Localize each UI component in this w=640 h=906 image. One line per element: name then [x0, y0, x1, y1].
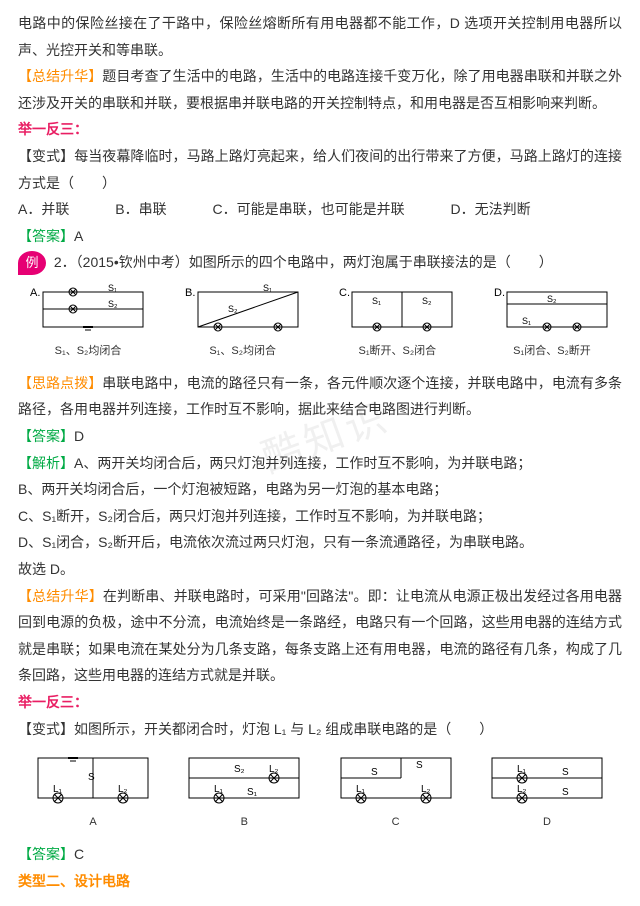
- circuit-c-svg: C. S₁ S₂: [337, 284, 457, 339]
- circuit2-a-svg: L₁ L₂ S: [28, 750, 158, 810]
- svg-text:S₁: S₁: [108, 284, 117, 293]
- variant2-text: 如图所示，开关都闭合时，灯泡 L₁ 与 L₂ 组成串联电路的是（ ）: [74, 721, 493, 737]
- svg-text:D.: D.: [494, 287, 505, 299]
- svg-text:S₁: S₁: [522, 316, 531, 326]
- opt-b: B．串联: [115, 201, 166, 217]
- hint-label: 【思路点拨】: [18, 375, 102, 391]
- circuit2-b-svg: S₂ S₁ L₁ L₂: [179, 750, 309, 810]
- options-1: A．并联 B．串联 C．可能是串联，也可能是并联 D．无法判断: [18, 196, 622, 223]
- type-label: 类型二、设计电路: [18, 868, 622, 895]
- circuit2-c-svg: S S L₁ L₂: [331, 750, 461, 810]
- summary-2: 【总结升华】在判断串、并联电路时，可采用"回路法"。即：让电流从电源正极出发经过…: [18, 583, 622, 689]
- opt-a: A．并联: [18, 201, 69, 217]
- ans2-val: D: [74, 428, 84, 444]
- circuit-b-svg: B. S₁ S₂: [183, 284, 303, 339]
- question-2: 例 2．（2015•钦州中考）如图所示的四个电路中，两灯泡属于串联接法的是（ ）: [18, 249, 622, 276]
- svg-text:B.: B.: [185, 287, 195, 299]
- variant1-label: 【变式】: [18, 148, 74, 164]
- circuit-row-2: L₁ L₂ S A S₂ S₁ L₁ L₂ B S S L₁: [18, 750, 622, 833]
- summary2-text: 在判断串、并联电路时，可采用"回路法"。即：让电流从电源正极出发经过各用电器回到…: [18, 588, 622, 684]
- svg-text:S₁: S₁: [372, 296, 381, 306]
- answer-1: 【答案】A: [18, 223, 622, 250]
- variant-2: 【变式】如图所示，开关都闭合时，灯泡 L₁ 与 L₂ 组成串联电路的是（ ）: [18, 716, 622, 743]
- answer-3: 【答案】C: [18, 841, 622, 868]
- circuit2-d-svg: S S L₁ L₂: [482, 750, 612, 810]
- svg-text:L₁: L₁: [214, 784, 224, 795]
- svg-text:S₂: S₂: [234, 764, 245, 775]
- circuit2-c-caption: C: [392, 812, 400, 833]
- svg-text:L₂: L₂: [421, 784, 431, 795]
- circuit-a-caption: S₁、S₂均闭合: [55, 341, 122, 362]
- ans3-label: 【答案】: [18, 846, 74, 862]
- circuit2-c: S S L₁ L₂ C: [331, 750, 461, 833]
- summary1-text: 题目考查了生活中的电路，生活中的电路连接千变万化，除了用电器串联和并联之外还涉及…: [18, 68, 622, 111]
- example-badge: 例: [18, 251, 46, 275]
- circuit2-d-caption: D: [543, 812, 551, 833]
- svg-text:S₁: S₁: [263, 284, 272, 293]
- jyfs-1: 举一反三：: [18, 116, 622, 143]
- expl-a: A、两开关均闭合后，两只灯泡并列连接，工作时互不影响，为并联电路；: [74, 455, 531, 471]
- svg-text:L₁: L₁: [356, 784, 366, 795]
- circuit-c-caption: S₁断开、S₂闭合: [358, 341, 436, 362]
- circuit2-d: S S L₁ L₂ D: [482, 750, 612, 833]
- circuit2-a-caption: A: [89, 812, 96, 833]
- svg-text:S₂: S₂: [547, 294, 557, 304]
- jyfs-2: 举一反三：: [18, 689, 622, 716]
- circuit2-a: L₁ L₂ S A: [28, 750, 158, 833]
- svg-text:S: S: [562, 767, 569, 778]
- opt-c: C．可能是串联，也可能是并联: [212, 201, 404, 217]
- circuit-row-1: A. S₁ S₂ S₁、S₂均闭合 B. S₁ S₂ S₁、S₂均闭合 C. S…: [18, 284, 622, 362]
- circuit-d: D. S₂ S₁ S₁闭合、S₂断开: [492, 284, 612, 362]
- circuit2-b: S₂ S₁ L₁ L₂ B: [179, 750, 309, 833]
- summary2-label: 【总结升华】: [18, 588, 103, 604]
- svg-text:S₂: S₂: [108, 299, 118, 309]
- variant2-label: 【变式】: [18, 721, 74, 737]
- svg-text:S: S: [371, 767, 378, 778]
- opt-d: D．无法判断: [450, 201, 530, 217]
- svg-text:L₂: L₂: [517, 784, 527, 795]
- svg-text:C.: C.: [339, 287, 350, 299]
- svg-text:S₂: S₂: [228, 304, 238, 314]
- circuit-d-caption: S₁闭合、S₂断开: [513, 341, 591, 362]
- svg-text:S₂: S₂: [422, 296, 432, 306]
- intro-paragraph: 电路中的保险丝接在了干路中，保险丝熔断所有用电器都不能工作，D 选项开关控制用电…: [18, 10, 622, 63]
- svg-text:S: S: [562, 787, 569, 798]
- variant-1: 【变式】每当夜幕降临时，马路上路灯亮起来，给人们夜间的出行带来了方便，马路上路灯…: [18, 143, 622, 196]
- hint-text: 串联电路中，电流的路径只有一条，各元件顺次逐个连接，并联电路中，电流有多条路径，…: [18, 375, 622, 418]
- q2-text: 2．（2015•钦州中考）如图所示的四个电路中，两灯泡属于串联接法的是（ ）: [54, 254, 553, 270]
- expl-b: B、两开关均闭合后，一个灯泡被短路，电路为另一灯泡的基本电路；: [18, 476, 622, 503]
- svg-text:S: S: [88, 772, 95, 783]
- ans1-val: A: [74, 228, 83, 244]
- expl-d: D、S₁闭合，S₂断开后，电流依次流过两只灯泡，只有一条流通路径，为串联电路。: [18, 529, 622, 556]
- hint: 【思路点拨】串联电路中，电流的路径只有一条，各元件顺次逐个连接，并联电路中，电流…: [18, 370, 622, 423]
- expl-end: 故选 D。: [18, 556, 622, 583]
- circuit-b: B. S₁ S₂ S₁、S₂均闭合: [183, 284, 303, 362]
- circuit-c: C. S₁ S₂ S₁断开、S₂闭合: [337, 284, 457, 362]
- circuit2-b-caption: B: [241, 812, 248, 833]
- svg-text:S₁: S₁: [247, 787, 258, 798]
- variant1-text: 每当夜幕降临时，马路上路灯亮起来，给人们夜间的出行带来了方便，马路上路灯的连接方…: [18, 148, 622, 191]
- expl-c: C、S₁断开，S₂闭合后，两只灯泡并列连接，工作时互不影响，为并联电路；: [18, 503, 622, 530]
- ans2-label: 【答案】: [18, 428, 74, 444]
- svg-text:S: S: [416, 760, 423, 771]
- circuit-b-caption: S₁、S₂均闭合: [209, 341, 276, 362]
- svg-text:A.: A.: [30, 287, 40, 299]
- circuit-d-svg: D. S₂ S₁: [492, 284, 612, 339]
- expl-label: 【解析】: [18, 455, 74, 471]
- answer-2: 【答案】D: [18, 423, 622, 450]
- summary-1: 【总结升华】题目考查了生活中的电路，生活中的电路连接千变万化，除了用电器串联和并…: [18, 63, 622, 116]
- explanation: 【解析】A、两开关均闭合后，两只灯泡并列连接，工作时互不影响，为并联电路；: [18, 450, 622, 477]
- ans3-val: C: [74, 846, 84, 862]
- svg-text:L₂: L₂: [269, 764, 279, 775]
- svg-text:L₁: L₁: [53, 784, 63, 795]
- circuit-a-svg: A. S₁ S₂: [28, 284, 148, 339]
- svg-text:L₂: L₂: [118, 784, 128, 795]
- summary1-label: 【总结升华】: [18, 68, 102, 84]
- ans1-label: 【答案】: [18, 228, 74, 244]
- svg-text:L₁: L₁: [517, 764, 527, 775]
- circuit-a: A. S₁ S₂ S₁、S₂均闭合: [28, 284, 148, 362]
